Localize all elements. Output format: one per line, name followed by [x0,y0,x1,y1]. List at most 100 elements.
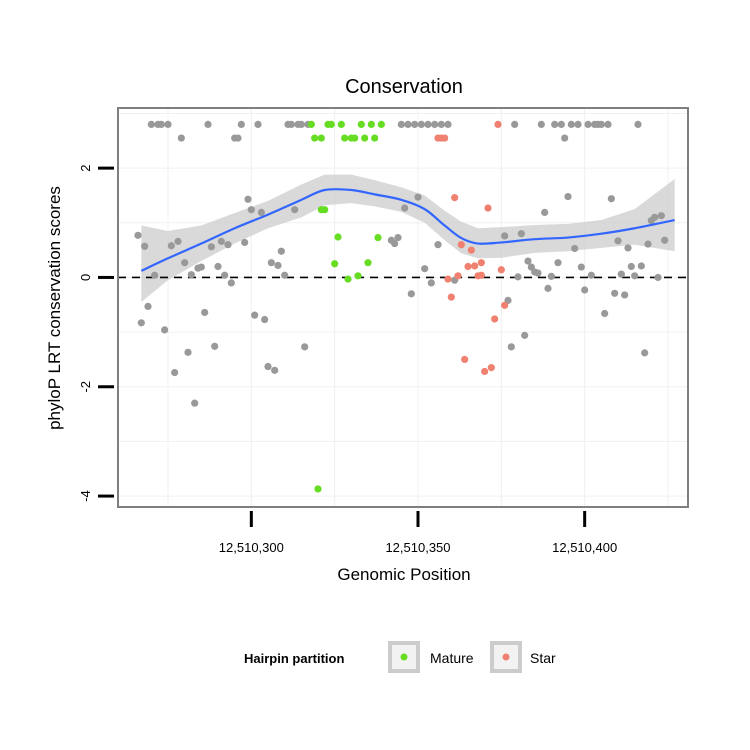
x-tick-label: 12,510,300 [219,540,284,555]
data-point [644,240,652,248]
data-point [481,367,489,376]
data-point [604,120,612,128]
data-point [477,271,485,279]
data-point [571,244,579,253]
data-point [621,291,629,299]
data-point [407,290,415,298]
data-point [491,315,499,323]
data-point [227,279,235,287]
data-point [434,241,442,249]
data-point [404,120,412,128]
data-point [201,308,209,317]
legend-dot-star [502,653,510,661]
legend-key-mature [388,641,420,673]
data-point [254,120,262,128]
data-point [177,134,185,142]
data-points [134,120,669,493]
plot-panel [118,108,688,507]
data-point [214,262,222,271]
y-tick-label: -4 [78,490,93,502]
x-tick-label: 12,510,400 [552,540,617,555]
data-point [297,120,305,128]
data-point [277,247,285,255]
data-point [331,260,339,268]
data-point [437,120,445,128]
data-point [564,192,572,201]
legend-title: Hairpin partition [244,651,344,666]
data-point [427,279,435,287]
data-point [327,120,335,128]
data-point [534,269,542,277]
x-axis-title: Genomic Position [337,565,470,584]
data-point [521,331,529,339]
data-point [307,120,315,128]
data-point [487,364,495,372]
data-point [204,120,212,128]
data-point [301,343,309,351]
data-point [544,284,552,292]
data-point [464,262,472,271]
data-point [257,208,265,216]
data-point [261,315,269,324]
data-point [207,243,215,251]
data-point [654,273,662,282]
data-point [584,120,592,128]
data-point [637,262,645,270]
data-point [247,206,255,214]
y-axis-title: phyloP LRT conservation scores [45,186,64,430]
y-tick-label: 0 [78,274,93,281]
data-point [137,319,145,327]
data-point [171,368,179,377]
data-point [401,204,409,212]
data-point [237,120,245,128]
plot-border [117,107,689,508]
data-point [554,259,562,267]
data-point [494,120,502,128]
data-point [191,399,199,407]
data-point [447,293,455,301]
data-point [281,271,289,279]
data-point [537,120,545,128]
grid [118,108,688,507]
data-point [321,206,329,214]
data-point [414,193,422,201]
data-point [181,259,189,267]
data-point [364,259,372,267]
data-point [217,237,225,245]
series-mature [307,120,385,493]
data-point [271,366,279,374]
data-point [567,120,575,128]
data-point [291,206,299,214]
data-point [517,230,525,238]
data-point [224,241,232,249]
data-point [371,134,379,142]
data-point [197,263,205,271]
data-point [497,266,505,274]
data-point [577,263,585,271]
data-point [394,233,402,242]
data-point [627,262,635,271]
data-point [587,271,595,279]
data-point [514,273,522,281]
data-point [267,259,275,267]
data-point [187,271,195,279]
data-point [351,134,359,142]
data-point [314,485,322,493]
data-point [614,237,622,245]
data-point [524,257,532,265]
data-point [157,120,165,128]
data-point [501,301,509,309]
data-point [354,272,362,280]
data-point [601,309,609,318]
data-point [444,275,452,283]
data-point [317,134,325,142]
data-point [341,134,349,142]
data-point [511,120,519,128]
data-point [551,120,559,128]
data-point [391,239,399,248]
data-point [174,237,182,245]
data-point [541,208,549,216]
data-point [421,265,429,273]
data-point [607,195,615,203]
